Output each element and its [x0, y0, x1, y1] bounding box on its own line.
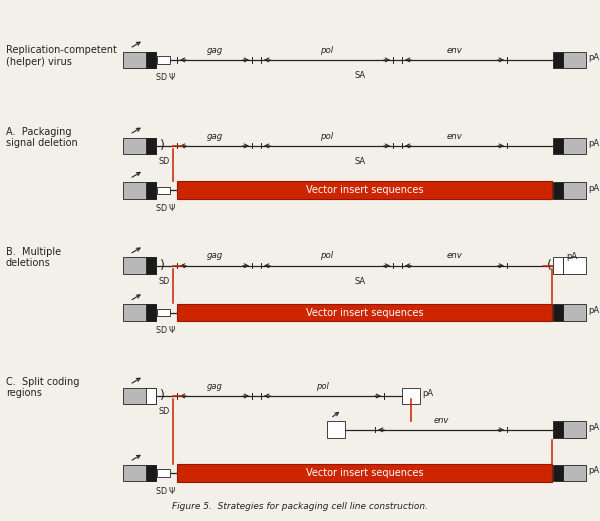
Text: A.  Packaging
signal deletion: A. Packaging signal deletion — [6, 127, 78, 148]
Bar — [123, 388, 156, 404]
Text: ): ) — [160, 390, 164, 402]
Bar — [563, 465, 586, 481]
Text: ): ) — [160, 140, 164, 152]
Bar — [553, 257, 563, 274]
Text: Vector insert sequences: Vector insert sequences — [306, 185, 423, 195]
Text: pol: pol — [320, 132, 334, 141]
Bar — [146, 52, 156, 68]
Text: pA: pA — [422, 389, 434, 399]
Text: SA: SA — [355, 157, 365, 166]
Bar — [563, 182, 586, 199]
Text: ): ) — [160, 259, 164, 272]
Bar — [157, 309, 170, 316]
Text: pA: pA — [589, 466, 600, 476]
Text: Replication-competent
(helper) virus: Replication-competent (helper) virus — [6, 45, 117, 67]
Bar — [553, 182, 563, 199]
Bar — [146, 257, 156, 274]
Text: SD: SD — [159, 277, 170, 286]
Bar — [146, 388, 156, 404]
Bar — [157, 56, 170, 64]
Bar — [123, 182, 156, 199]
Bar — [177, 181, 552, 199]
Bar — [146, 304, 156, 321]
Bar — [157, 187, 170, 194]
Bar — [553, 52, 563, 68]
Bar — [327, 421, 345, 438]
Text: SD: SD — [159, 407, 170, 416]
Bar — [177, 304, 552, 321]
Text: SD: SD — [159, 157, 170, 166]
Bar — [553, 304, 563, 321]
Bar — [123, 465, 156, 481]
Text: (: ( — [547, 259, 552, 272]
Text: Vector insert sequences: Vector insert sequences — [306, 468, 423, 478]
Bar — [563, 138, 586, 154]
Text: Vector insert sequences: Vector insert sequences — [306, 307, 423, 318]
Text: pA: pA — [589, 139, 600, 148]
Text: env: env — [446, 132, 463, 141]
Bar — [563, 257, 586, 274]
Bar — [553, 138, 563, 154]
Text: pol: pol — [316, 382, 329, 391]
Text: B.  Multiple
deletions: B. Multiple deletions — [6, 246, 61, 268]
Text: SD $\Psi$: SD $\Psi$ — [155, 324, 177, 335]
Bar — [402, 388, 420, 404]
Text: gag: gag — [206, 46, 223, 55]
Text: pA: pA — [589, 423, 600, 432]
Bar — [146, 138, 156, 154]
Text: SA: SA — [355, 277, 365, 286]
Text: gag: gag — [206, 252, 223, 260]
Bar — [177, 464, 552, 482]
Text: gag: gag — [206, 382, 223, 391]
Text: pA: pA — [589, 53, 600, 63]
Bar — [146, 182, 156, 199]
Bar — [157, 469, 170, 477]
Text: pA: pA — [589, 306, 600, 315]
Bar — [563, 421, 586, 438]
Bar — [553, 465, 563, 481]
Bar — [146, 465, 156, 481]
Text: pol: pol — [320, 46, 334, 55]
Text: SD $\Psi$: SD $\Psi$ — [155, 485, 177, 495]
Text: SA: SA — [355, 71, 365, 80]
Bar — [123, 257, 156, 274]
Text: SD $\Psi$: SD $\Psi$ — [155, 202, 177, 213]
Text: env: env — [446, 252, 463, 260]
Text: pA: pA — [589, 183, 600, 193]
Bar — [123, 304, 156, 321]
Bar — [553, 421, 563, 438]
Bar — [123, 138, 156, 154]
Text: pA: pA — [566, 252, 578, 261]
Text: env: env — [446, 46, 463, 55]
Text: Figure 5.  Strategies for packaging cell line construction.: Figure 5. Strategies for packaging cell … — [172, 502, 428, 511]
Text: gag: gag — [206, 132, 223, 141]
Text: env: env — [433, 416, 449, 425]
Bar — [563, 304, 586, 321]
Text: C.  Split coding
regions: C. Split coding regions — [6, 377, 79, 399]
Bar — [123, 52, 156, 68]
Text: SD $\Psi$: SD $\Psi$ — [155, 71, 177, 82]
Text: pol: pol — [320, 252, 334, 260]
Bar — [563, 52, 586, 68]
